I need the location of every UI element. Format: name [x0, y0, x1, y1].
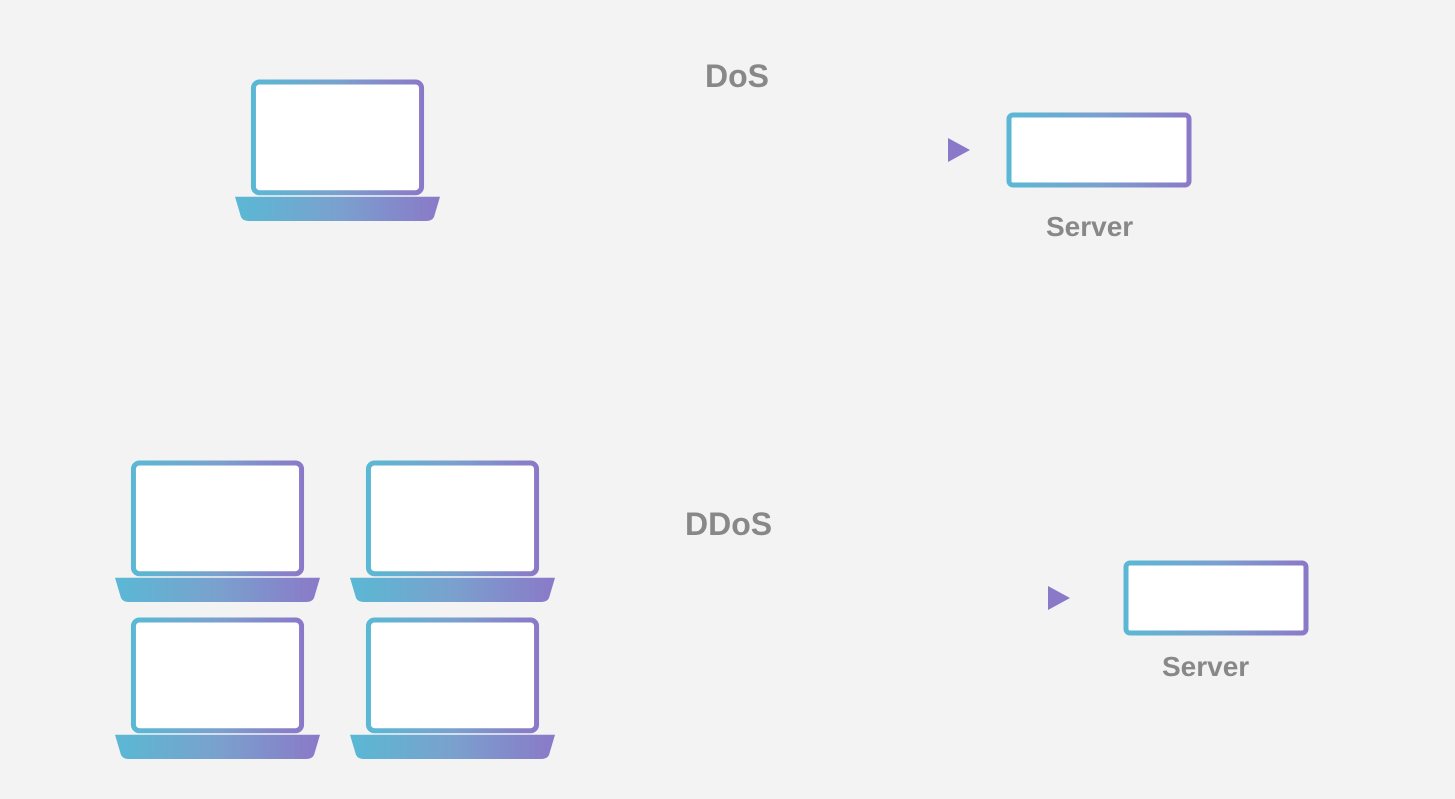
dos-arrow	[460, 138, 970, 162]
ddos-laptop-icon-3	[115, 620, 320, 759]
ddos-laptop-icon-1	[115, 463, 320, 602]
ddos-server-label: Server	[1162, 651, 1249, 683]
dos-ddos-diagram: DoS Server DDoS Server	[0, 0, 1455, 799]
dos-laptop-icon	[235, 82, 440, 221]
ddos-laptop-icon-4	[350, 620, 555, 759]
ddos-server-icon	[1126, 563, 1306, 641]
dos-title: DoS	[705, 58, 769, 95]
ddos-title: DDoS	[685, 506, 772, 543]
dos-server-icon	[1009, 115, 1189, 193]
dos-server-label: Server	[1046, 211, 1133, 243]
ddos-laptop-icon-2	[350, 463, 555, 602]
ddos-arrow	[580, 586, 1070, 610]
